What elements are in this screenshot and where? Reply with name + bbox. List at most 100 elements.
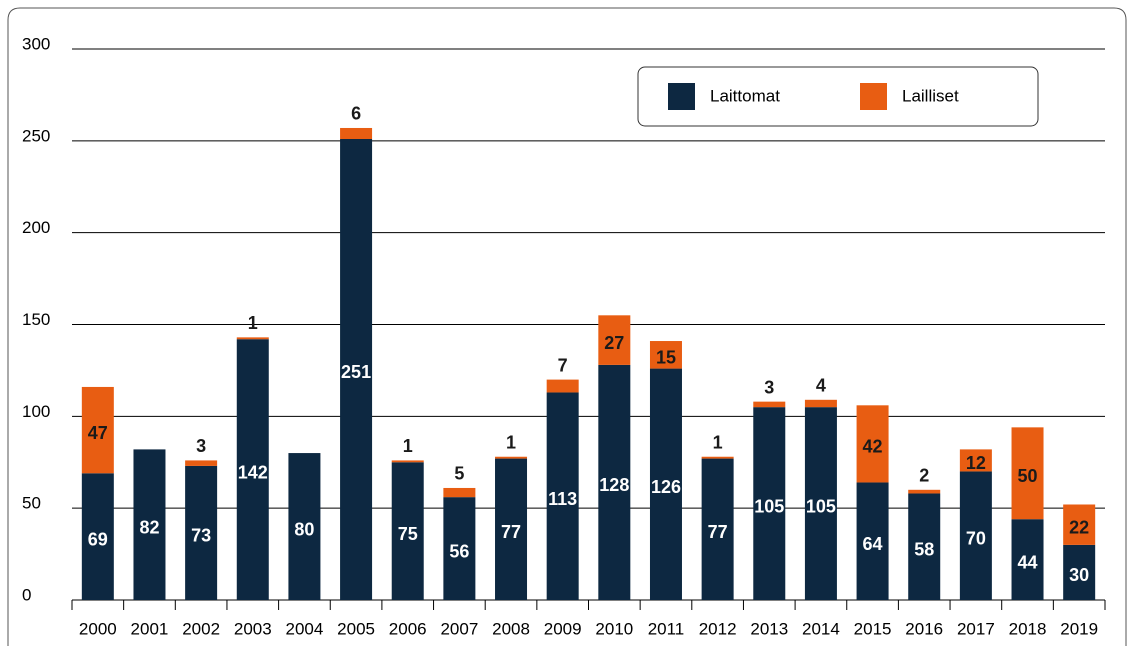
y-tick-label: 100 <box>22 402 50 421</box>
legend-swatch <box>668 83 695 110</box>
bar-segment <box>804 399 837 408</box>
x-tick-label: 2017 <box>957 619 995 638</box>
value-label: 4 <box>816 376 826 396</box>
value-label: 70 <box>966 528 986 548</box>
bar-segment <box>1011 427 1044 520</box>
x-tick-label: 2009 <box>544 619 582 638</box>
bar-segment <box>753 401 786 408</box>
bar-segment <box>81 386 114 474</box>
frame <box>7 7 1127 651</box>
bar-segment <box>443 497 476 600</box>
bar-segment <box>185 460 218 466</box>
x-tick-label: 2019 <box>1060 619 1098 638</box>
x-tick-label: 2004 <box>286 619 324 638</box>
bar-segment <box>443 487 476 498</box>
value-label: 251 <box>341 362 371 382</box>
bar-segment <box>185 465 218 600</box>
value-label: 69 <box>88 529 108 549</box>
bar-segment <box>959 471 992 600</box>
x-tick-label: 2000 <box>79 619 117 638</box>
bar-segment <box>495 458 528 600</box>
value-label: 75 <box>398 524 418 544</box>
x-tick-label: 2015 <box>854 619 892 638</box>
bar-segment <box>908 489 941 494</box>
bar-segment <box>598 364 631 600</box>
bar-segment <box>649 341 682 369</box>
value-label: 1 <box>713 432 723 452</box>
x-tick-label: 2014 <box>802 619 840 638</box>
legend-label: Laittomat <box>710 86 780 105</box>
legend-swatch <box>860 83 887 110</box>
bar-segment <box>701 458 734 600</box>
value-label: 2 <box>919 466 929 486</box>
x-tick-label: 2013 <box>750 619 788 638</box>
y-tick-label: 150 <box>22 310 50 329</box>
bar-segment <box>236 337 269 340</box>
x-tick-label: 2018 <box>1009 619 1047 638</box>
bar-segment <box>288 453 321 600</box>
value-label: 6 <box>351 104 361 124</box>
value-label: 105 <box>754 496 784 516</box>
value-label: 142 <box>238 462 268 482</box>
bar-segment <box>546 392 579 600</box>
value-label: 5 <box>454 464 464 484</box>
value-label: 15 <box>656 348 676 368</box>
value-label: 44 <box>1018 552 1038 572</box>
x-tick-label: 2005 <box>337 619 375 638</box>
bar-segment <box>649 368 682 600</box>
bar-segment <box>1011 519 1044 600</box>
bar-segment <box>856 405 889 483</box>
value-label: 80 <box>294 519 314 539</box>
bar-segment <box>391 460 424 463</box>
x-tick-label: 2008 <box>492 619 530 638</box>
legend-label: Lailliset <box>902 86 959 105</box>
value-label: 58 <box>914 539 934 559</box>
value-label: 7 <box>558 355 568 375</box>
value-label: 128 <box>599 475 629 495</box>
bar-segment <box>959 449 992 472</box>
x-tick-label: 2003 <box>234 619 272 638</box>
x-tick-label: 2002 <box>182 619 220 638</box>
bar-segment <box>133 449 166 600</box>
x-tick-label: 2006 <box>389 619 427 638</box>
value-label: 3 <box>196 436 206 456</box>
bar-segment <box>391 462 424 600</box>
bar-segment <box>340 138 373 600</box>
x-tick-label: 2011 <box>648 619 685 638</box>
y-tick-label: 50 <box>22 494 41 513</box>
value-label: 77 <box>501 522 521 542</box>
value-label: 64 <box>863 534 883 554</box>
bar-segment <box>701 456 734 459</box>
y-tick-label: 300 <box>22 34 50 53</box>
x-tick-label: 2007 <box>440 619 478 638</box>
bar-segment <box>753 407 786 600</box>
x-tick-label: 2010 <box>595 619 633 638</box>
value-label: 1 <box>248 313 258 333</box>
bar-segment <box>236 339 269 600</box>
bar-segment <box>1063 504 1096 545</box>
legend-box <box>637 66 1039 127</box>
x-tick-label: 2016 <box>905 619 943 638</box>
bar-segment <box>908 493 941 600</box>
value-label: 30 <box>1069 565 1089 585</box>
bar-segment <box>598 315 631 365</box>
y-tick-label: 200 <box>22 218 50 237</box>
x-tick-label: 2012 <box>699 619 737 638</box>
value-label: 47 <box>88 423 108 443</box>
bar-segment <box>856 482 889 600</box>
value-label: 73 <box>191 526 211 546</box>
value-label: 22 <box>1069 517 1089 537</box>
value-label: 105 <box>806 496 836 516</box>
value-label: 50 <box>1018 466 1038 486</box>
value-label: 12 <box>966 453 986 473</box>
y-tick-label: 250 <box>22 126 50 145</box>
value-label: 27 <box>604 333 624 353</box>
value-label: 77 <box>708 522 728 542</box>
value-label: 1 <box>403 436 413 456</box>
bar-segment <box>340 127 373 139</box>
bar-segment <box>804 407 837 600</box>
value-label: 42 <box>863 437 883 457</box>
value-label: 1 <box>506 432 516 452</box>
bar-segment <box>546 379 579 393</box>
